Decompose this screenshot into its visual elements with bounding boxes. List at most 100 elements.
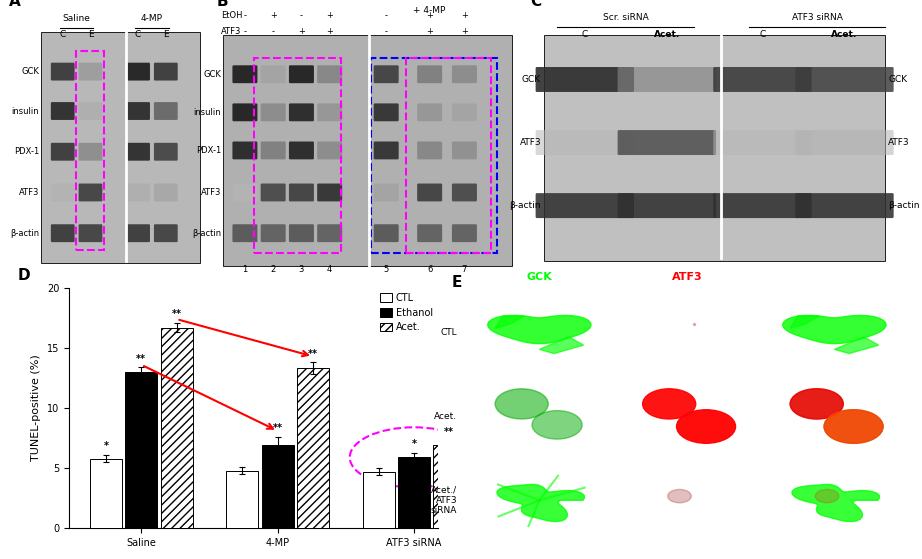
Text: E: E xyxy=(163,30,169,39)
FancyBboxPatch shape xyxy=(417,141,443,159)
FancyBboxPatch shape xyxy=(536,130,634,155)
Text: **: ** xyxy=(136,354,147,363)
Text: +: + xyxy=(426,11,433,20)
FancyBboxPatch shape xyxy=(317,65,342,83)
Text: + 4-MP: + 4-MP xyxy=(413,6,446,15)
Text: ATF3: ATF3 xyxy=(201,188,221,197)
Bar xyxy=(160,328,193,528)
Text: 1: 1 xyxy=(242,265,247,274)
FancyBboxPatch shape xyxy=(154,143,178,160)
Text: EtOH: EtOH xyxy=(221,11,242,20)
Text: C: C xyxy=(530,0,541,8)
FancyBboxPatch shape xyxy=(417,103,443,121)
FancyBboxPatch shape xyxy=(126,143,150,160)
FancyBboxPatch shape xyxy=(78,143,102,160)
Bar xyxy=(41,32,199,263)
Legend: CTL, Ethanol, Acet.: CTL, Ethanol, Acet. xyxy=(381,293,433,333)
Bar xyxy=(544,35,885,260)
Polygon shape xyxy=(495,316,525,329)
Text: -: - xyxy=(272,27,275,36)
FancyBboxPatch shape xyxy=(714,130,811,155)
Polygon shape xyxy=(792,485,880,522)
FancyBboxPatch shape xyxy=(261,141,286,159)
FancyBboxPatch shape xyxy=(51,143,75,160)
Text: -: - xyxy=(300,11,303,20)
Text: ATF3 siRNA: ATF3 siRNA xyxy=(792,13,843,22)
FancyBboxPatch shape xyxy=(618,130,716,155)
Text: E: E xyxy=(451,275,462,290)
Text: **: ** xyxy=(171,309,182,319)
Text: 2: 2 xyxy=(270,265,276,274)
Bar xyxy=(433,446,466,528)
Text: 3: 3 xyxy=(299,265,304,274)
FancyBboxPatch shape xyxy=(126,63,150,80)
FancyBboxPatch shape xyxy=(417,224,443,242)
Polygon shape xyxy=(790,316,820,329)
FancyBboxPatch shape xyxy=(536,193,634,218)
Text: Merg: Merg xyxy=(819,272,850,282)
FancyBboxPatch shape xyxy=(154,63,178,80)
Bar xyxy=(406,59,491,253)
FancyBboxPatch shape xyxy=(452,224,477,242)
Text: 4-MP: 4-MP xyxy=(141,14,163,23)
Text: ATF3: ATF3 xyxy=(221,27,242,36)
FancyBboxPatch shape xyxy=(373,183,398,201)
Text: A: A xyxy=(9,0,21,8)
FancyBboxPatch shape xyxy=(261,183,286,201)
FancyBboxPatch shape xyxy=(618,193,716,218)
Bar xyxy=(226,471,258,528)
Text: C: C xyxy=(582,30,588,39)
Text: -: - xyxy=(243,11,246,20)
Bar xyxy=(297,368,329,528)
Text: GCK: GCK xyxy=(888,75,907,84)
FancyBboxPatch shape xyxy=(232,183,257,201)
FancyBboxPatch shape xyxy=(714,193,811,218)
FancyBboxPatch shape xyxy=(317,183,342,201)
FancyBboxPatch shape xyxy=(78,224,102,242)
Polygon shape xyxy=(783,315,886,344)
FancyBboxPatch shape xyxy=(51,63,75,80)
Text: 7: 7 xyxy=(462,265,467,274)
Bar xyxy=(223,35,513,266)
Text: +: + xyxy=(270,11,277,20)
FancyBboxPatch shape xyxy=(261,224,286,242)
FancyBboxPatch shape xyxy=(417,65,443,83)
Text: Acet.: Acet. xyxy=(654,30,680,39)
FancyBboxPatch shape xyxy=(796,130,893,155)
Text: C: C xyxy=(60,30,65,39)
FancyBboxPatch shape xyxy=(452,65,477,83)
FancyBboxPatch shape xyxy=(232,224,257,242)
Text: GCK: GCK xyxy=(526,272,552,282)
FancyBboxPatch shape xyxy=(452,103,477,121)
Text: PDX-1: PDX-1 xyxy=(14,147,39,157)
Text: **: ** xyxy=(444,427,455,437)
Text: D: D xyxy=(18,268,30,283)
Text: +: + xyxy=(461,27,467,36)
Text: Acet.: Acet. xyxy=(434,412,457,421)
Text: PDX-1: PDX-1 xyxy=(195,146,221,155)
Bar xyxy=(76,51,104,250)
Text: E: E xyxy=(88,30,93,39)
Circle shape xyxy=(643,389,696,419)
Text: **: ** xyxy=(273,423,283,433)
Text: β-actin: β-actin xyxy=(192,229,221,238)
Bar xyxy=(371,59,497,253)
FancyBboxPatch shape xyxy=(261,103,286,121)
Circle shape xyxy=(824,410,883,443)
Y-axis label: TUNEL-positive (%): TUNEL-positive (%) xyxy=(31,355,41,461)
Circle shape xyxy=(668,490,692,503)
FancyBboxPatch shape xyxy=(154,102,178,120)
Text: B: B xyxy=(217,0,229,8)
FancyBboxPatch shape xyxy=(373,103,398,121)
FancyBboxPatch shape xyxy=(78,102,102,120)
Text: 4: 4 xyxy=(327,265,332,274)
Bar xyxy=(362,472,395,528)
FancyBboxPatch shape xyxy=(796,67,893,92)
Text: Acet.: Acet. xyxy=(832,30,857,39)
Text: ATF3: ATF3 xyxy=(18,188,39,197)
FancyBboxPatch shape xyxy=(261,65,286,83)
Text: ATF3: ATF3 xyxy=(888,138,910,147)
Bar xyxy=(125,372,158,528)
Text: ATF3: ATF3 xyxy=(519,138,541,147)
Text: C: C xyxy=(760,30,765,39)
